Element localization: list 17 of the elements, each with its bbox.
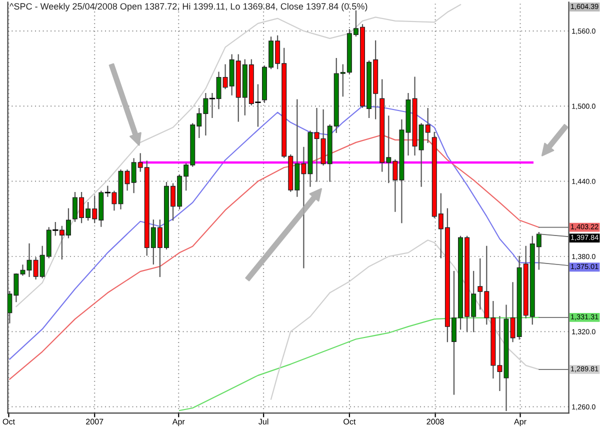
x-tick-label: 2008 <box>426 418 444 424</box>
candlestick <box>112 190 117 211</box>
x-tick-label: 2007 <box>86 418 104 424</box>
x-tick-label: Oct <box>344 418 356 424</box>
line-series <box>9 134 540 380</box>
chart-title: ^SPC - Weekly 25/04/2008 Open 1387.72, Hi 1399.11, Lo 1369.84, Close 1397.84 (0.5%) <box>10 2 368 12</box>
x-tick-label: Oct <box>2 418 15 424</box>
candlestick <box>104 186 111 197</box>
candlestick <box>255 84 261 127</box>
candlestick <box>52 222 58 236</box>
candlestick <box>209 93 216 118</box>
x-tick-label: Apr <box>172 418 185 426</box>
line-series <box>179 316 540 412</box>
x-tick-label: Jul <box>258 418 268 424</box>
line-series <box>9 106 540 360</box>
x-tick-label: Apr <box>514 418 526 426</box>
line-series <box>270 240 540 400</box>
